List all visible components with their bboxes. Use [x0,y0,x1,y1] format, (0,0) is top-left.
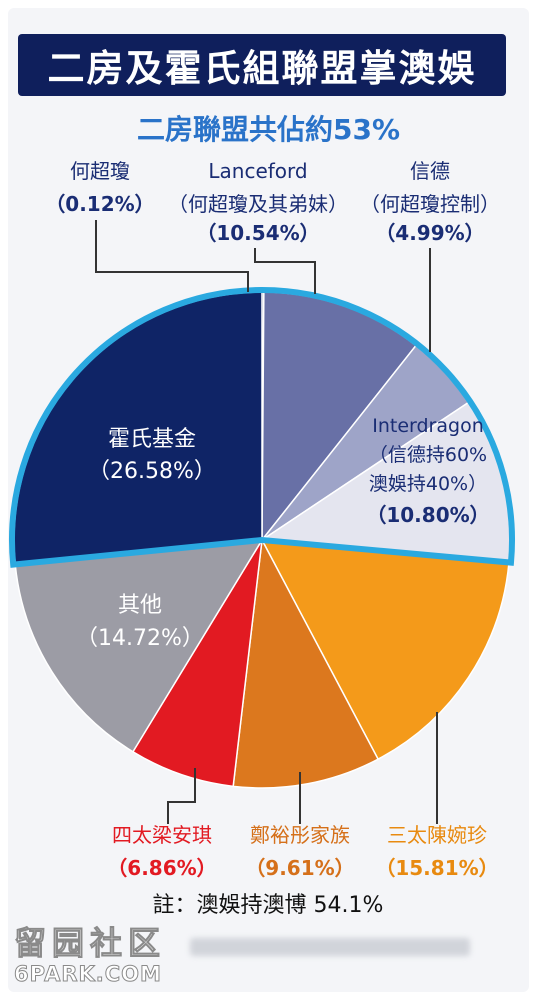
label-lanceford-name: Lanceford [208,159,307,183]
label-fok-foundation-name: 霍氏基金 [108,427,196,452]
label-hochiuking-name: 何超瓊 [70,159,130,183]
label-third-wife-name: 三太陳婉珍 [387,823,487,847]
leader-fourth-wife [167,768,196,824]
pie-slice-fourth-wife [131,539,263,788]
pie-slices [13,291,511,789]
chart-subtitle: 二房聯盟共佔約53% [136,113,401,146]
label-third-wife-value: （15.81%） [375,856,498,880]
label-shuntak-value: （4.99%） [375,221,484,245]
label-fourth-wife-value: （6.86%） [107,856,216,880]
watermark-cn: 留园社区 [13,924,167,963]
label-shuntak-name: 信德 [410,159,450,183]
label-interdragon-value: （10.80%） [366,503,489,527]
label-interdragon-name: Interdragon [372,415,484,437]
label-cheng-family-value: （9.61%） [245,856,354,880]
source-credit-blurred [190,938,470,956]
label-others-value: （14.72%） [76,626,204,651]
slice-labels: 何超瓊 （0.12%） Lanceford （何超瓊及其弟妹） （10.54%） 信德 （何… [45,159,500,880]
label-interdragon-note: （信德持60% [369,444,487,466]
leader-lines [95,220,438,824]
leader-hochiuking [95,220,249,292]
label-fok-foundation-value: （26.58%） [88,459,216,484]
label-interdragon-note2: 澳娛持40%） [369,473,487,495]
label-lanceford-note: （何超瓊及其弟妹） [168,192,348,216]
label-cheng-family-name: 鄭裕彤家族 [250,823,350,847]
alliance-outline [9,287,515,568]
pie-slice-others [14,539,264,753]
label-hochiuking-value: （0.12%） [45,192,154,216]
label-fourth-wife-name: 四太梁安琪 [112,823,212,847]
label-lanceford-value: （10.54%） [196,221,319,245]
label-shuntak-note: （何超瓊控制） [360,192,500,216]
footnote: 註：澳娛持澳博 54.1% [153,893,384,918]
leader-lanceford [254,248,316,294]
label-others-name: 其他 [118,593,162,618]
watermark-en: 6PARK.COM [14,962,162,987]
pie-slice-cheng-family [232,537,380,789]
chart-title: 二房及霍氏組聯盟掌澳娛 [18,34,506,96]
pie-slice-third-wife [260,539,510,761]
